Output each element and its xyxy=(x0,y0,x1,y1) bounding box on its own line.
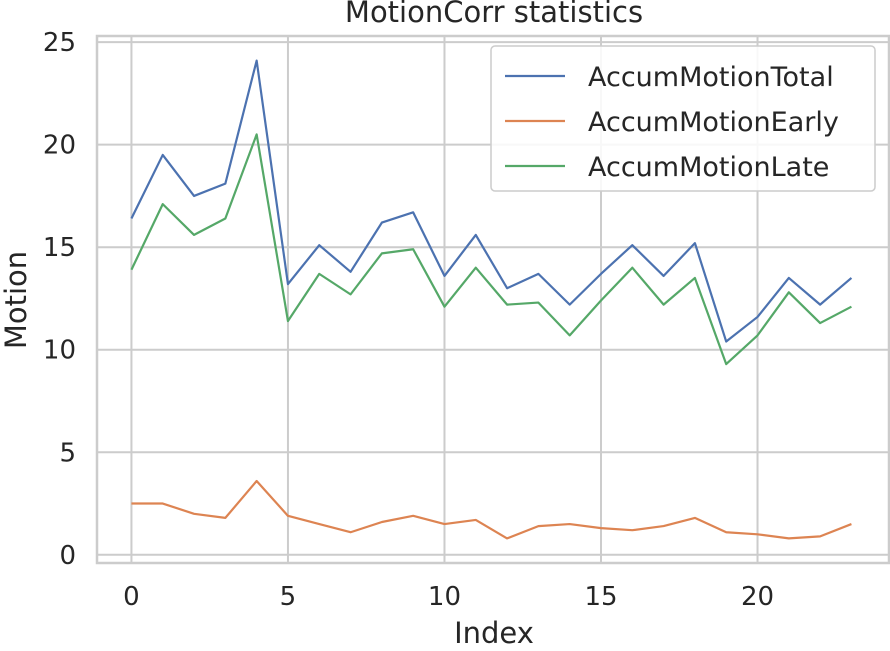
plot-frame xyxy=(95,34,890,565)
y-tick-label: 15 xyxy=(43,233,76,263)
legend: AccumMotionTotal AccumMotionEarly AccumMot… xyxy=(490,45,876,192)
y-tick-label: 5 xyxy=(59,438,76,468)
x-tick-label: 15 xyxy=(584,582,617,612)
y-axis-label: Motion xyxy=(0,251,33,349)
legend-entry-AccumMotionTotal: AccumMotionTotal xyxy=(588,62,834,93)
x-tick-label: 5 xyxy=(280,582,297,612)
legend-box xyxy=(490,45,876,192)
y-tick-label: 0 xyxy=(59,541,76,571)
y-tick-label: 20 xyxy=(43,131,76,161)
series-line-AccumMotionEarly xyxy=(131,479,852,540)
x-tick-label: 20 xyxy=(741,582,774,612)
tick-labels: 0 5 10 15 20 0 5 10 15 20 25 xyxy=(43,28,774,612)
series-line-AccumMotionTotal xyxy=(130,59,853,343)
series-lines xyxy=(130,59,853,540)
legend-entry-AccumMotionEarly: AccumMotionEarly xyxy=(588,107,839,138)
x-tick-label: 10 xyxy=(428,582,461,612)
y-tick-label: 10 xyxy=(43,336,76,366)
x-axis-label: Index xyxy=(454,616,534,650)
x-tick-label: 0 xyxy=(123,582,140,612)
legend-entry-AccumMotionLate: AccumMotionLate xyxy=(588,152,829,183)
y-tick-label: 25 xyxy=(43,28,76,58)
series-line-AccumMotionLate xyxy=(130,133,852,366)
chart-title: MotionCorr statistics xyxy=(345,0,643,29)
